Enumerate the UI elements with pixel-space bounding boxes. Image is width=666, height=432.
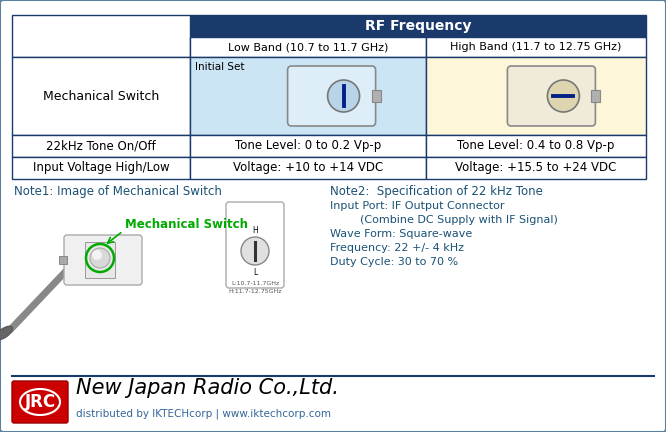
Bar bbox=[426, 57, 646, 135]
Bar bbox=[190, 57, 426, 135]
Text: Mechanical Switch: Mechanical Switch bbox=[125, 219, 248, 232]
Circle shape bbox=[90, 248, 110, 268]
Text: 22kHz Tone On/Off: 22kHz Tone On/Off bbox=[46, 140, 156, 152]
Ellipse shape bbox=[0, 326, 13, 340]
FancyBboxPatch shape bbox=[64, 235, 142, 285]
Text: (enlarged): (enlarged) bbox=[228, 203, 282, 213]
Text: Low Band (10.7 to 11.7 GHz): Low Band (10.7 to 11.7 GHz) bbox=[228, 42, 388, 52]
FancyBboxPatch shape bbox=[288, 66, 376, 126]
Text: Frequency: 22 +/- 4 kHz: Frequency: 22 +/- 4 kHz bbox=[330, 243, 464, 253]
Text: New Japan Radio Co.,Ltd.: New Japan Radio Co.,Ltd. bbox=[76, 378, 339, 398]
Bar bbox=[372, 90, 380, 102]
Text: H:11.7-12.75GHz: H:11.7-12.75GHz bbox=[228, 289, 282, 294]
Text: Initial Set: Initial Set bbox=[195, 62, 244, 72]
FancyBboxPatch shape bbox=[507, 66, 595, 126]
Text: Duty Cycle: 30 to 70 %: Duty Cycle: 30 to 70 % bbox=[330, 257, 458, 267]
Bar bbox=[190, 15, 646, 37]
Bar bbox=[12, 57, 190, 135]
Text: L: L bbox=[253, 268, 257, 277]
Bar bbox=[426, 157, 646, 179]
Text: Tone Level: 0 to 0.2 Vp-p: Tone Level: 0 to 0.2 Vp-p bbox=[235, 140, 381, 152]
Bar bbox=[190, 37, 426, 57]
Bar bbox=[59, 256, 67, 264]
Circle shape bbox=[547, 80, 579, 112]
Text: Note1: Image of Mechanical Switch: Note1: Image of Mechanical Switch bbox=[14, 185, 222, 198]
Circle shape bbox=[92, 250, 102, 260]
Text: RF Frequency: RF Frequency bbox=[365, 19, 472, 33]
Bar bbox=[190, 135, 426, 157]
Text: Tone Level: 0.4 to 0.8 Vp-p: Tone Level: 0.4 to 0.8 Vp-p bbox=[458, 140, 615, 152]
FancyBboxPatch shape bbox=[226, 202, 284, 288]
Text: Note2:  Specification of 22 kHz Tone: Note2: Specification of 22 kHz Tone bbox=[330, 185, 543, 198]
Text: L:10.7-11.7GHz: L:10.7-11.7GHz bbox=[231, 281, 279, 286]
Bar bbox=[591, 90, 601, 102]
Text: JRC: JRC bbox=[25, 393, 55, 411]
Text: H: H bbox=[252, 226, 258, 235]
Text: Input Voltage High/Low: Input Voltage High/Low bbox=[33, 162, 169, 175]
Bar bbox=[12, 15, 190, 57]
Bar bbox=[190, 157, 426, 179]
Text: Mechanical Switch: Mechanical Switch bbox=[43, 89, 159, 102]
Circle shape bbox=[328, 80, 360, 112]
Text: Wave Form: Square-wave: Wave Form: Square-wave bbox=[330, 229, 472, 239]
Circle shape bbox=[241, 237, 269, 265]
Text: High Band (11.7 to 12.75 GHz): High Band (11.7 to 12.75 GHz) bbox=[450, 42, 621, 52]
Text: Input Port: IF Output Connector: Input Port: IF Output Connector bbox=[330, 201, 505, 211]
Bar bbox=[426, 135, 646, 157]
Text: Voltage: +10 to +14 VDC: Voltage: +10 to +14 VDC bbox=[233, 162, 383, 175]
Bar bbox=[85, 242, 115, 278]
Text: (Combine DC Supply with IF Signal): (Combine DC Supply with IF Signal) bbox=[360, 215, 558, 225]
Bar bbox=[426, 37, 646, 57]
Text: Voltage: +15.5 to +24 VDC: Voltage: +15.5 to +24 VDC bbox=[456, 162, 617, 175]
Bar bbox=[12, 135, 190, 157]
Text: distributed by IKTECHcorp | www.iktechcorp.com: distributed by IKTECHcorp | www.iktechco… bbox=[76, 409, 331, 419]
Bar bbox=[12, 157, 190, 179]
FancyBboxPatch shape bbox=[12, 381, 68, 423]
